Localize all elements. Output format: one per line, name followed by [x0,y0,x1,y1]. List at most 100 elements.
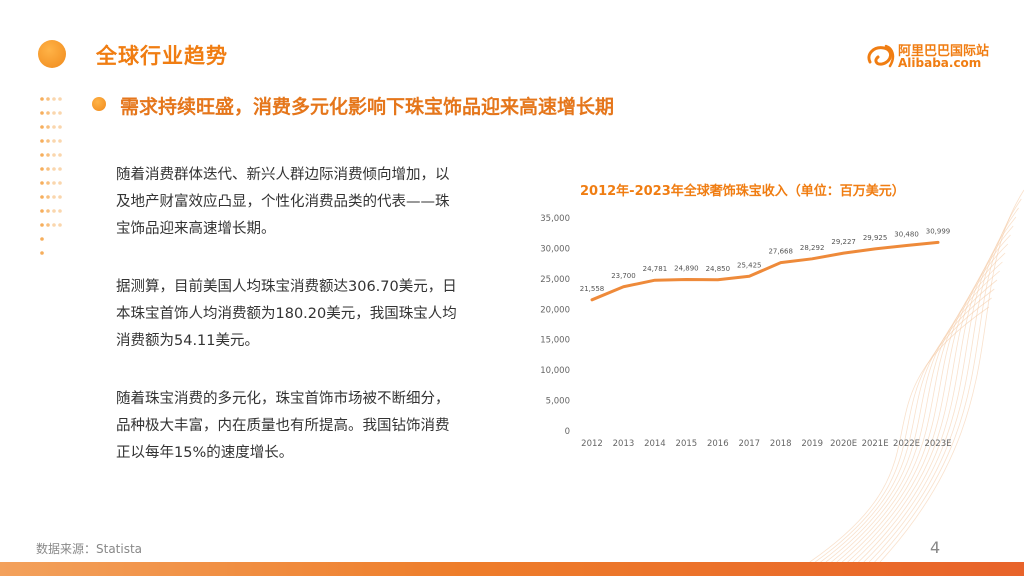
logo-text-cn: 阿里巴巴国际站 [898,44,990,59]
series-line [590,240,940,302]
wave-line [820,288,995,562]
wave-line [847,243,1009,562]
grid-dot [46,97,50,101]
paragraph-line: 据测算，目前美国人均珠宝消费额达306.70美元，日 [116,279,457,295]
wave-line [879,189,1024,562]
grid-dot [40,125,44,129]
paragraph-line: 消费额为54.11美元。 [116,333,260,349]
grid-dot [40,181,44,185]
paragraph-diversification: 随着珠宝消费的多元化，珠宝首饰市场被不断细分， 品种极大丰富，内在质量也有所提高… [116,386,486,467]
grid-dot [52,223,56,227]
grid-dot [58,153,62,157]
grid-dot [52,195,56,199]
grid-dot [52,111,56,115]
grid-dot [58,223,62,227]
grid-dot [46,181,50,185]
x-tick-label: 2013 [613,439,635,449]
decorative-wave-lines [809,189,1024,562]
y-tick-label: 0 [565,427,570,437]
wave-line [825,279,998,562]
data-label: 24,890 [674,265,699,273]
grid-dot [40,139,44,143]
grid-dot [58,195,62,199]
paragraph-line: 品种极大丰富，内在质量也有所提高。我国钻饰消费 [116,418,450,434]
grid-dot [52,153,56,157]
logo-text-en: Alibaba.com [898,56,982,70]
data-source-note: 数据来源：Statista [36,542,143,556]
grid-dot [46,139,50,143]
x-tick-label: 2019 [801,439,823,449]
wave-line [858,225,1014,562]
grid-dot [52,181,56,185]
paragraph-line: 宝饰品迎来高速增长期。 [116,221,276,237]
title-circle-icon [38,40,66,68]
paragraph-line: 及地产财富效应凸显，个性化消费品类的代表——珠 [116,194,450,210]
wave-line [831,270,1000,562]
paragraph-line: 本珠宝首饰人均消费额为180.20美元，我国珠宝人均 [116,306,457,322]
y-tick-label: 25,000 [540,275,570,285]
grid-dot [40,167,44,171]
y-tick-label: 20,000 [540,305,570,315]
grid-dot [52,167,56,171]
decorative-dot-grid [40,97,62,255]
x-tick-label: 2018 [770,439,792,449]
paragraph-line: 正以每年15%的速度增长。 [116,445,294,461]
grid-dot [58,167,62,171]
grid-dot [46,167,50,171]
paragraph-line: 随着消费群体迭代、新兴人群边际消费倾向增加，以 [116,167,450,183]
grid-dot [40,223,44,227]
y-tick-label: 10,000 [540,366,570,376]
grid-dot [58,97,62,101]
wave-line [814,297,992,562]
wave-line [809,306,990,562]
grid-dot [46,153,50,157]
grid-dot [52,209,56,213]
grid-dot [52,97,56,101]
bottom-accent-bar [0,562,1024,576]
revenue-line-chart: 2012年-2023年全球奢饰珠宝收入（单位：百万美元） 0 5,000 10,000… [540,183,951,449]
chart-title: 2012年-2023年全球奢饰珠宝收入（单位：百万美元） [580,183,905,199]
grid-dot [40,209,44,213]
grid-dot [46,125,50,129]
page-number: 4 [930,538,941,557]
grid-dot [52,139,56,143]
data-label: 25,425 [737,261,762,269]
grid-dot [46,111,50,115]
subtitle-bullet-icon [92,97,106,111]
grid-dot [58,125,62,129]
x-tick-label: 2015 [676,439,698,449]
grid-dot [58,181,62,185]
paragraph-line: 随着珠宝消费的多元化，珠宝首饰市场被不断细分， [116,391,450,407]
x-tick-label: 2020E [830,439,857,449]
grid-dot [58,209,62,213]
section-subtitle: 需求持续旺盛，消费多元化影响下珠宝饰品迎来高速增长期 [120,96,615,118]
data-label: 24,850 [706,265,731,273]
grid-dot [40,237,44,241]
grid-dot [40,195,44,199]
x-tick-label: 2021E [862,439,889,449]
wave-line [852,234,1011,562]
data-label: 24,781 [643,265,668,273]
wave-line [841,252,1006,562]
y-tick-label: 15,000 [540,336,570,346]
data-label: 21,558 [580,285,605,293]
x-tick-label: 2012 [581,439,603,449]
x-tick-label: 2022E [893,439,920,449]
data-label: 29,925 [863,234,888,242]
data-label: 27,668 [768,248,793,256]
grid-dot [46,195,50,199]
wave-line [836,261,1003,562]
paragraph-growth: 随着消费群体迭代、新兴人群边际消费倾向增加，以 及地产财富效应凸显，个性化消费品… [116,162,486,243]
paragraph-per-capita: 据测算，目前美国人均珠宝消费额达306.70美元，日 本珠宝首饰人均消费额为18… [116,274,486,355]
y-tick-label: 30,000 [540,244,570,254]
grid-dot [46,223,50,227]
data-label: 29,227 [831,238,856,246]
page-title: 全球行业趋势 [96,44,228,68]
data-label: 28,292 [800,244,825,252]
data-label: 30,480 [894,231,919,239]
y-tick-label: 5,000 [546,397,570,407]
grid-dot [58,139,62,143]
grid-dot [40,111,44,115]
grid-dot [40,97,44,101]
x-tick-label: 2023E [924,439,951,449]
